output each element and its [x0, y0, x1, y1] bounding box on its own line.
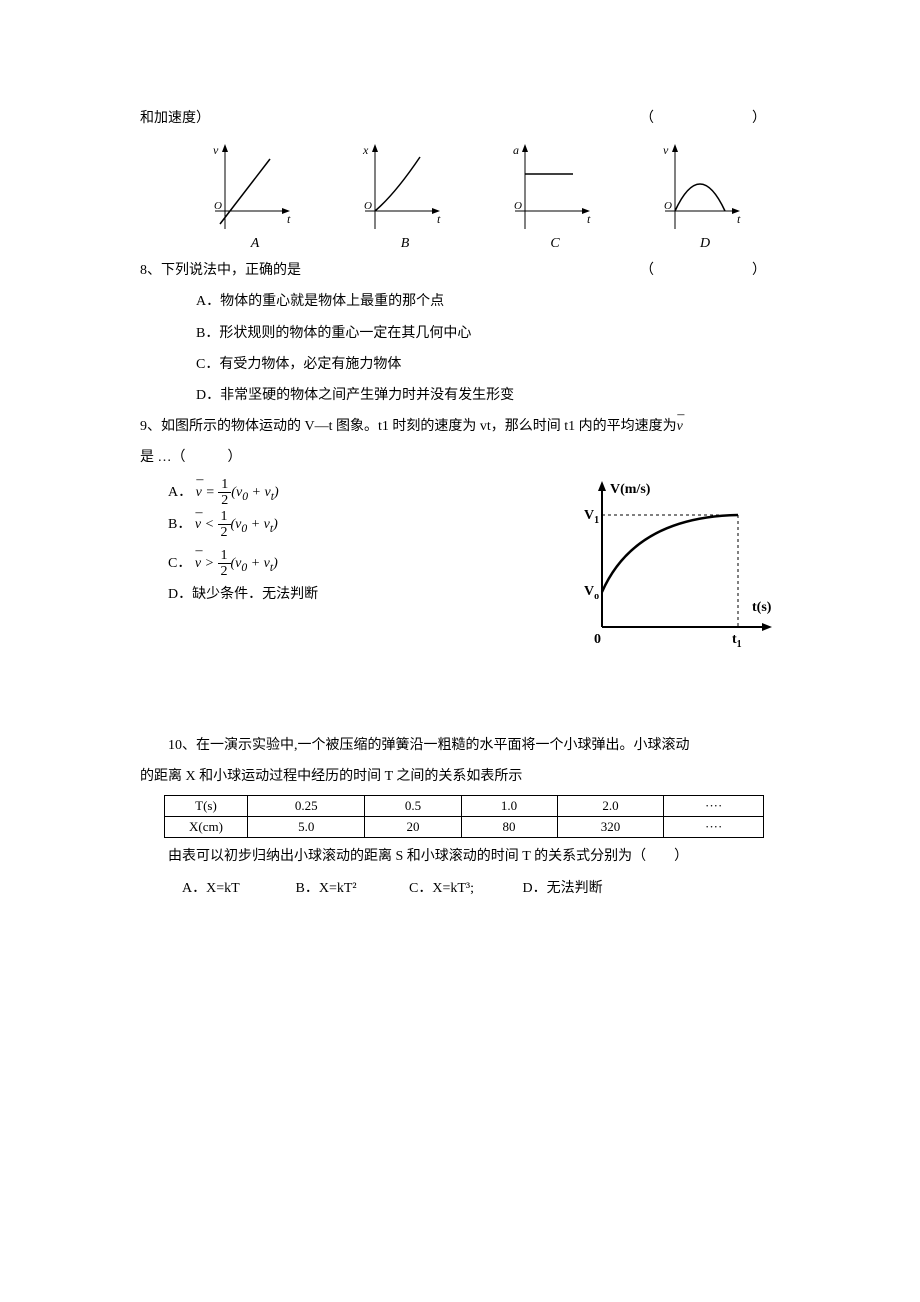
q7-graph-B: x O t B — [355, 139, 455, 252]
svg-text:0: 0 — [594, 632, 601, 647]
svg-text:t: t — [287, 212, 291, 226]
graph-D-svg: v O t — [655, 139, 755, 234]
q9-choices: A． v = 12(v0 + vt) B． v < 12(v0 + vt) C．… — [140, 477, 480, 612]
q9-body: A． v = 12(v0 + vt) B． v < 12(v0 + vt) C．… — [140, 477, 780, 612]
q7-graph-C: a O t C — [505, 139, 605, 252]
svg-text:t: t — [737, 212, 741, 226]
q9-stem-line: 9、如图所示的物体运动的 V—t 图象。t1 时刻的速度为 vt，那么时间 t1… — [140, 414, 780, 439]
q7-graph-D: v O t D — [655, 139, 755, 252]
svg-text:t: t — [437, 212, 441, 226]
svg-text:t: t — [587, 212, 591, 226]
svg-text:O: O — [364, 200, 372, 212]
graph-B-svg: x O t — [355, 139, 455, 234]
svg-text:v: v — [213, 143, 219, 157]
graph-A-label: A — [205, 236, 305, 252]
q8-stem: 8、下列说法中，正确的是 — [140, 263, 301, 278]
svg-text:t(s): t(s) — [752, 600, 772, 615]
q7-graph-A: v O t A — [205, 139, 305, 252]
q10-stem2: 的距离 X 和小球运动过程中经历的时间 T 之间的关系如表所示 — [140, 764, 780, 789]
svg-text:x: x — [362, 143, 369, 157]
svg-text:O: O — [214, 200, 222, 212]
svg-text:a: a — [513, 143, 519, 157]
q8-stem-line: 8、下列说法中，正确的是 （ ） — [140, 258, 780, 283]
table-row: T(s) 0.25 0.5 1.0 2.0 ···· — [165, 796, 764, 817]
q10-table: T(s) 0.25 0.5 1.0 2.0 ···· X(cm) 5.0 20 … — [164, 795, 764, 838]
q10-choices: A．X=kT B．X=kT² C．X=kT³; D．无法判断 — [140, 876, 780, 901]
q9-B: B． v < 12(v0 + vt) — [168, 509, 328, 542]
q9-graph: V(m/s) V1 Vo 0 t1 t(s) — [580, 477, 790, 662]
q10-stem1: 10、在一演示实验中,一个被压缩的弹簧沿一粗糙的水平面将一个小球弹出。小球滚动 — [140, 733, 780, 758]
q8-C: C．有受力物体，必定有施力物体 — [140, 352, 780, 377]
table-row: X(cm) 5.0 20 80 320 ···· — [165, 817, 764, 838]
q10-conclude: 由表可以初步归纳出小球滚动的距离 S 和小球滚动的时间 T 的关系式分别为（ ） — [140, 844, 780, 869]
q7-fragment: 和加速度） — [140, 111, 210, 126]
q7-fragment-line: 和加速度） （ ） — [140, 106, 780, 131]
graph-D-label: D — [655, 236, 755, 252]
q7-paren: （ ） — [640, 106, 780, 131]
graph-A-svg: v O t — [205, 139, 305, 234]
q9-D: D．缺少条件．无法判断 — [168, 580, 328, 611]
graph-C-label: C — [505, 236, 605, 252]
q10-C: C．X=kT³; — [409, 876, 519, 901]
q10-A: A．X=kT — [182, 876, 292, 901]
svg-text:v: v — [663, 143, 669, 157]
svg-text:O: O — [664, 200, 672, 212]
svg-text:O: O — [514, 200, 522, 212]
q9-C: C． v > 12(v0 + vt) — [168, 548, 328, 581]
q10-D: D．无法判断 — [523, 876, 633, 901]
svg-text:V1: V1 — [584, 508, 599, 526]
svg-text:t1: t1 — [732, 632, 742, 650]
q8-A: A．物体的重心就是物体上最重的那个点 — [140, 289, 780, 314]
q9-A: A． v = 12(v0 + vt) — [168, 477, 328, 510]
graph-C-svg: a O t — [505, 139, 605, 234]
svg-text:V(m/s): V(m/s) — [610, 482, 651, 497]
q9-stem-b: 是 …（ ） — [140, 445, 780, 470]
q8-paren: （ ） — [640, 258, 780, 283]
q8-B: B．形状规则的物体的重心一定在其几何中心 — [140, 321, 780, 346]
q9-graph-svg: V(m/s) V1 Vo 0 t1 t(s) — [580, 477, 790, 657]
q9-stem-a: 9、如图所示的物体运动的 V—t 图象。t1 时刻的速度为 vt，那么时间 t1… — [140, 419, 677, 434]
graph-B-label: B — [355, 236, 455, 252]
svg-text:Vo: Vo — [584, 584, 599, 602]
q10-B: B．X=kT² — [296, 876, 406, 901]
q7-graphs: v O t A x O t B a O t C — [180, 139, 780, 252]
